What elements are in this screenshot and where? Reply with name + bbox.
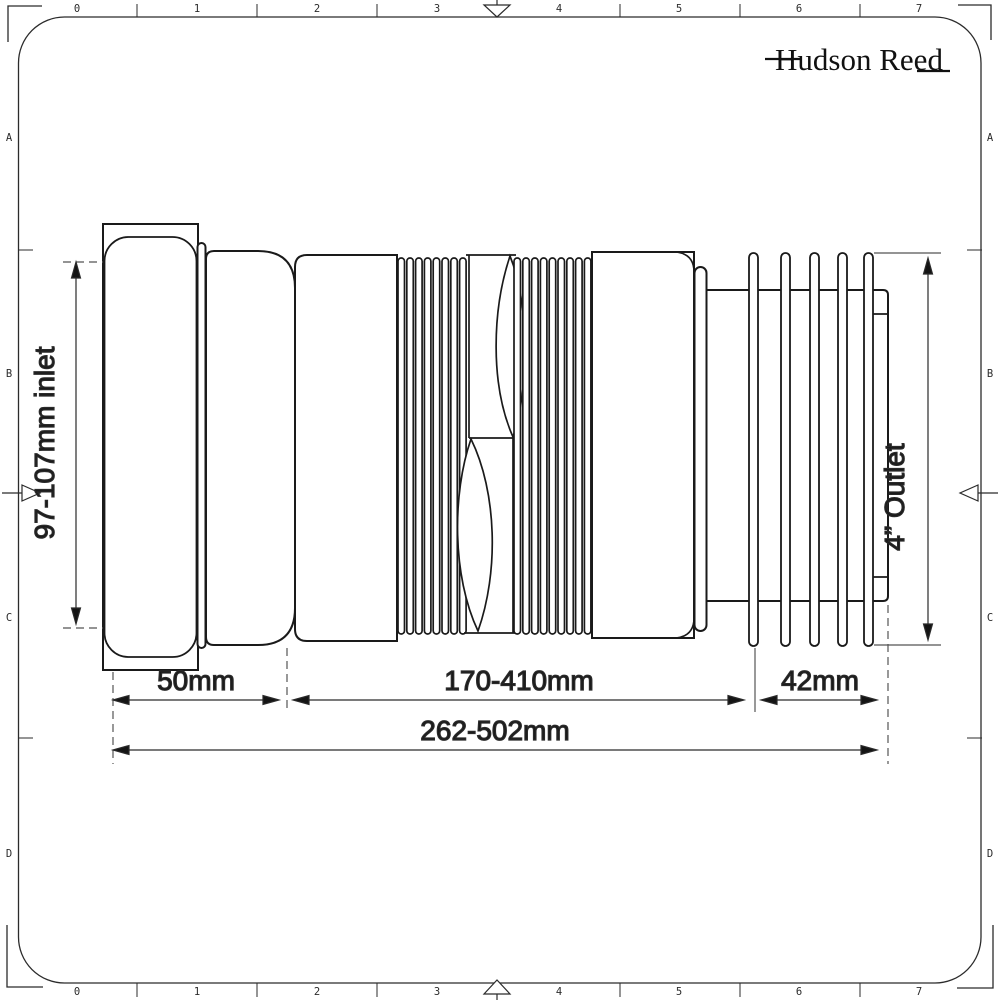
ruler-right-D: D	[987, 848, 993, 860]
outlet-end-ridge-bottom	[871, 576, 888, 601]
outlet-lip-ring	[693, 266, 708, 632]
ruler-bottom-3: 3	[434, 986, 440, 998]
dim-outlet-length: 42mm	[758, 664, 880, 706]
dim-flex-length-label: 170-410mm	[444, 665, 593, 696]
ruler-top-7: 7	[916, 3, 922, 15]
band-corner-arc-top	[675, 251, 695, 273]
brand-logo: Hudson Reed	[765, 42, 950, 77]
dim-overall-length-label: 262-502mm	[420, 715, 569, 746]
extension-lines	[63, 252, 941, 764]
ruler-top-0: 0	[74, 3, 80, 15]
dim-cuff-length: 50mm	[110, 664, 282, 706]
dimension-annotations: 97-107mm inlet 4” Outlet 50mm 170-410mm	[28, 252, 941, 764]
dim-outlet: 4” Outlet	[878, 255, 934, 643]
corner-mark-bottom-right	[957, 925, 994, 989]
corner-mark-top-left	[7, 5, 42, 42]
outlet-sealing-fins	[748, 252, 874, 647]
ruler-left-C: C	[6, 612, 12, 624]
dim-overall-length: 262-502mm	[110, 714, 880, 756]
corner-mark-bottom-left	[6, 925, 43, 988]
ruler-right-A: A	[987, 132, 994, 144]
ruler-bottom-4: 4	[556, 986, 562, 998]
flexible-pan-connector	[102, 223, 889, 671]
center-mark-right	[958, 484, 979, 502]
twist-lower-leaf	[456, 436, 494, 634]
ruler-bottom-5: 5	[676, 986, 682, 998]
ruler-left-A: A	[6, 132, 13, 144]
ruler-top-5: 5	[676, 3, 682, 15]
cuff-lip-ring	[196, 242, 207, 649]
ruler-top-1: 1	[194, 3, 200, 15]
ruler-top-2: 2	[314, 3, 320, 15]
dim-inlet: 97-107mm inlet	[28, 259, 82, 627]
corrugated-ribs-left	[397, 257, 467, 635]
dim-outlet-label: 4” Outlet	[879, 443, 910, 551]
dim-inlet-label: 97-107mm inlet	[29, 346, 60, 539]
dim-flex-length: 170-410mm	[290, 664, 747, 706]
ruler-bottom-2: 2	[314, 986, 320, 998]
outlet-tube	[707, 289, 889, 602]
ruler-bottom-7: 7	[916, 986, 922, 998]
ruler-left-B: B	[6, 368, 12, 380]
ruler-top-4: 4	[556, 3, 562, 15]
inlet-cuff-outer	[102, 223, 199, 671]
collar-band-left	[294, 254, 398, 642]
dim-cuff-length-label: 50mm	[157, 665, 235, 696]
ruler-right-B: B	[987, 368, 993, 380]
center-mark-left	[21, 484, 42, 502]
brand-logo-text: Hudson Reed	[775, 42, 943, 77]
center-mark-top	[482, 4, 512, 18]
neck-section	[205, 250, 296, 646]
ruler-bottom-0: 0	[74, 986, 80, 998]
ruler-left-D: D	[6, 848, 12, 860]
center-mark-bottom	[482, 979, 512, 995]
corrugated-ribs-right	[513, 257, 592, 635]
ruler-right-C: C	[987, 612, 993, 624]
ruler-bottom-6: 6	[796, 986, 802, 998]
outlet-end-ridge-top	[871, 290, 888, 315]
corner-mark-top-right	[958, 4, 992, 40]
collar-band-right	[591, 251, 695, 639]
ruler-top-3: 3	[434, 3, 440, 15]
dim-outlet-length-label: 42mm	[781, 665, 859, 696]
ruler-bottom-1: 1	[194, 986, 200, 998]
ruler-labels: 0 1 2 3 4 5 6 7 0 1 2 3 4 5 6 7 A B C D …	[6, 3, 994, 998]
ruler-ticks	[18, 4, 982, 997]
ruler-top-6: 6	[796, 3, 802, 15]
